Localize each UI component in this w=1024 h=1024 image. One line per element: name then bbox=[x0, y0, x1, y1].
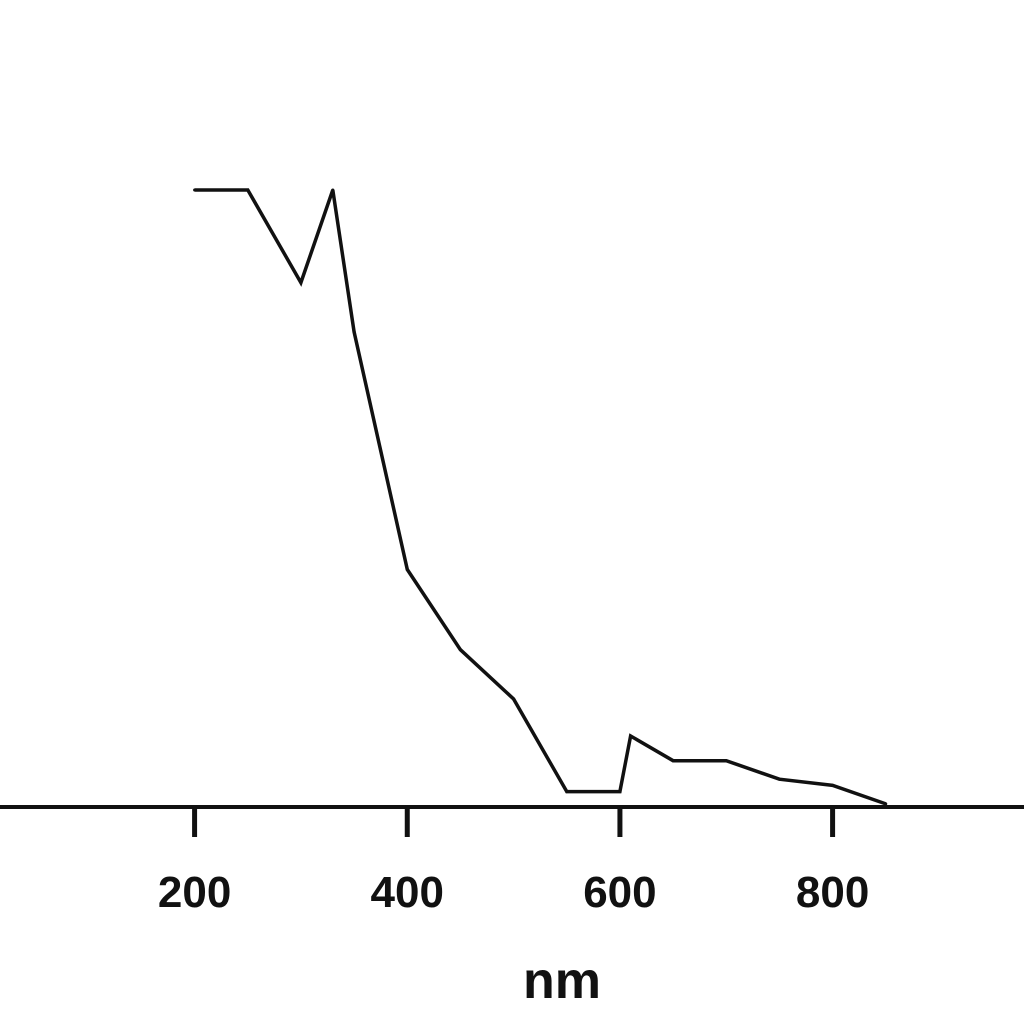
x-tick-label-200: 200 bbox=[158, 868, 231, 917]
x-tick-label-800: 800 bbox=[796, 868, 869, 917]
x-tick-label-400: 400 bbox=[371, 868, 444, 917]
series-line bbox=[194, 188, 887, 806]
series-points bbox=[193, 188, 888, 806]
x-axis-ticks bbox=[192, 807, 836, 837]
data-point bbox=[299, 281, 303, 285]
data-point bbox=[512, 697, 516, 701]
data-point bbox=[831, 783, 835, 787]
x-tick-label-600: 600 bbox=[583, 868, 656, 917]
x-axis-title: nm bbox=[523, 952, 601, 1010]
data-point bbox=[458, 648, 462, 652]
data-point bbox=[405, 567, 409, 571]
x-axis-tick-labels: 200 400 600 800 bbox=[158, 868, 869, 917]
data-point bbox=[246, 188, 250, 192]
data-point bbox=[193, 188, 197, 192]
data-point bbox=[352, 330, 356, 334]
data-point bbox=[777, 777, 781, 781]
data-point bbox=[724, 759, 728, 763]
data-point bbox=[671, 759, 675, 763]
data-point bbox=[618, 790, 622, 794]
data-point bbox=[884, 802, 888, 806]
data-point bbox=[565, 790, 569, 794]
data-point bbox=[629, 734, 633, 738]
data-point bbox=[331, 188, 335, 192]
